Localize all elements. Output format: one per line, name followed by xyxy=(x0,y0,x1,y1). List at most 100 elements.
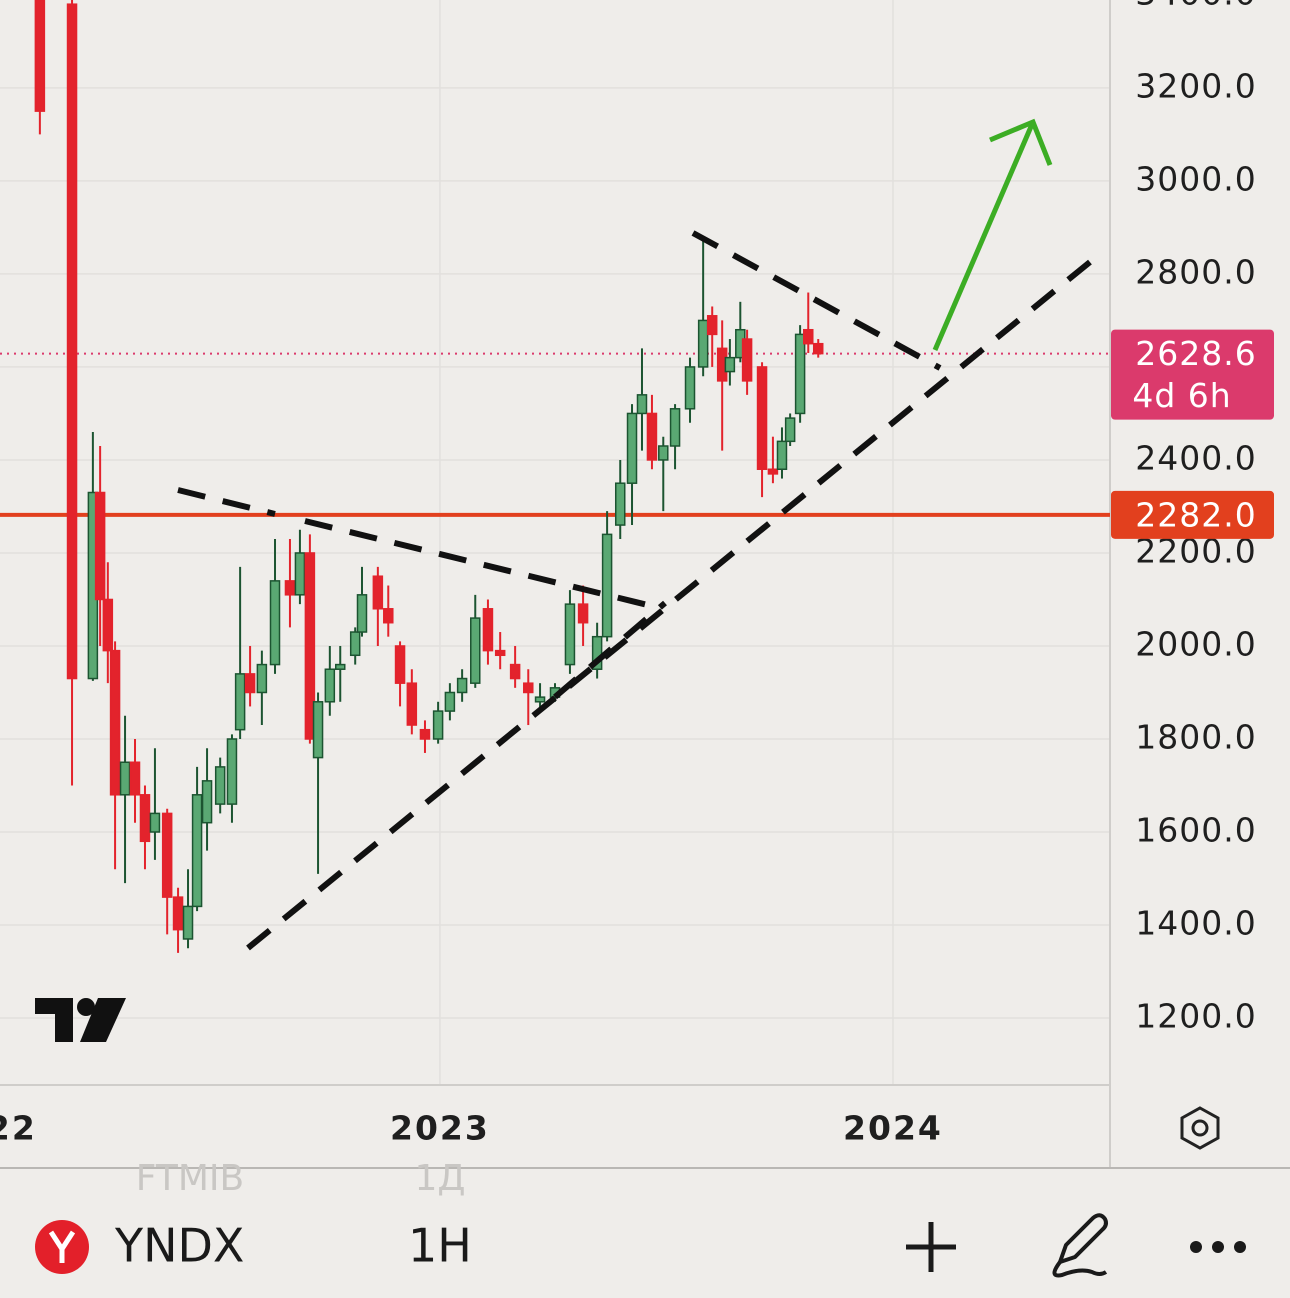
level-label-box xyxy=(1111,490,1274,539)
candle-body xyxy=(372,575,384,610)
candle-body xyxy=(658,445,669,461)
candle-body xyxy=(383,608,394,624)
symbol: YNDX xyxy=(114,1219,244,1273)
ghost-label: 1Д xyxy=(414,1158,465,1199)
x-tick-label: 2024 xyxy=(843,1109,943,1148)
candle-body xyxy=(614,482,626,526)
candle-body xyxy=(191,794,203,908)
candle-body xyxy=(577,603,589,624)
candle-body xyxy=(636,394,648,415)
ghost-label: FTMIB xyxy=(136,1158,244,1199)
candle-body xyxy=(334,663,346,670)
candle-body xyxy=(109,649,121,796)
candle-body xyxy=(646,412,658,461)
symbol-button[interactable]: YNDX xyxy=(35,1219,244,1275)
candle-body xyxy=(626,412,638,484)
last-price-box xyxy=(1111,329,1274,420)
candle-body xyxy=(741,338,753,382)
candle-body xyxy=(66,3,78,680)
candle-body xyxy=(226,738,238,805)
arrow-head xyxy=(989,118,1053,166)
candle-body xyxy=(456,677,468,694)
candle-body xyxy=(706,315,718,336)
y-tick-label: 1600.0 xyxy=(1135,811,1256,850)
trendline xyxy=(691,230,942,371)
candle-body xyxy=(201,780,213,824)
candle-body xyxy=(214,766,226,805)
x-tick-label: 2022 xyxy=(0,1109,37,1148)
candle-body xyxy=(794,333,806,415)
candle-body xyxy=(534,696,546,703)
candle-body xyxy=(470,617,481,684)
candle-body xyxy=(494,649,506,657)
candle-body xyxy=(129,761,141,796)
candle-body xyxy=(669,408,681,447)
candle-body xyxy=(349,631,361,657)
candle-body xyxy=(767,468,779,475)
candle-body xyxy=(419,728,431,740)
candles xyxy=(34,0,824,953)
level-label: 2282.0 xyxy=(1135,495,1256,534)
candle-body xyxy=(697,319,709,368)
candle-body xyxy=(182,905,194,940)
candle-body xyxy=(304,552,316,740)
y-tick-label: 1200.0 xyxy=(1135,997,1256,1036)
candle-body xyxy=(161,812,173,898)
candle-body xyxy=(444,691,456,712)
trendline xyxy=(553,600,667,700)
countdown-label: 4d 6h xyxy=(1132,376,1231,415)
drawings xyxy=(177,118,1092,951)
candle-body xyxy=(756,366,768,471)
candle-body xyxy=(294,552,306,596)
settings-icon[interactable] xyxy=(1180,1106,1220,1150)
candle-body xyxy=(172,896,184,931)
trendline xyxy=(177,487,276,517)
y-tick-label: 2400.0 xyxy=(1135,438,1256,477)
candle-body xyxy=(406,682,418,726)
candle-body xyxy=(564,603,576,666)
candle-body xyxy=(803,328,814,345)
candle-body xyxy=(102,598,114,652)
candle-body xyxy=(312,701,324,759)
y-tick-label: 3400.0 xyxy=(1135,0,1256,12)
candle-body xyxy=(523,682,534,694)
trendline xyxy=(304,518,661,611)
candle-body xyxy=(256,663,268,694)
tradingview-logo xyxy=(35,998,126,1042)
interval[interactable]: 1H xyxy=(408,1219,472,1273)
candle-body xyxy=(482,608,494,652)
candle-body xyxy=(812,342,824,355)
grid xyxy=(0,0,1110,1085)
add-button[interactable] xyxy=(906,1222,956,1272)
draw-button[interactable] xyxy=(1052,1213,1108,1278)
arrow xyxy=(932,121,1036,351)
candle-body xyxy=(356,594,368,633)
y-tick-label: 2800.0 xyxy=(1135,252,1256,291)
candle-body xyxy=(34,0,46,112)
candle-body xyxy=(684,366,696,410)
more-button[interactable] xyxy=(1190,1241,1246,1253)
candle-body xyxy=(149,812,161,833)
candle-body xyxy=(784,417,796,443)
candle-body xyxy=(244,673,256,694)
candle-body xyxy=(269,580,281,666)
candle-body xyxy=(139,794,151,843)
candle-body xyxy=(776,440,788,471)
candle-body xyxy=(591,635,603,670)
candle-body xyxy=(234,673,246,731)
y-tick-label: 3000.0 xyxy=(1135,159,1256,198)
candle-body xyxy=(284,580,296,596)
candle-body xyxy=(432,710,444,740)
x-tick-label: 2023 xyxy=(390,1109,490,1148)
y-tick-label: 1400.0 xyxy=(1135,904,1256,943)
last-price-label: 2628.6 xyxy=(1135,334,1256,373)
candle-body xyxy=(94,491,106,601)
candle-body xyxy=(394,645,406,684)
y-tick-label: 3200.0 xyxy=(1135,66,1256,105)
candle-body xyxy=(119,761,131,796)
candle-body xyxy=(724,356,736,373)
y-tick-label: 1800.0 xyxy=(1135,717,1256,756)
candle-body xyxy=(509,663,521,680)
